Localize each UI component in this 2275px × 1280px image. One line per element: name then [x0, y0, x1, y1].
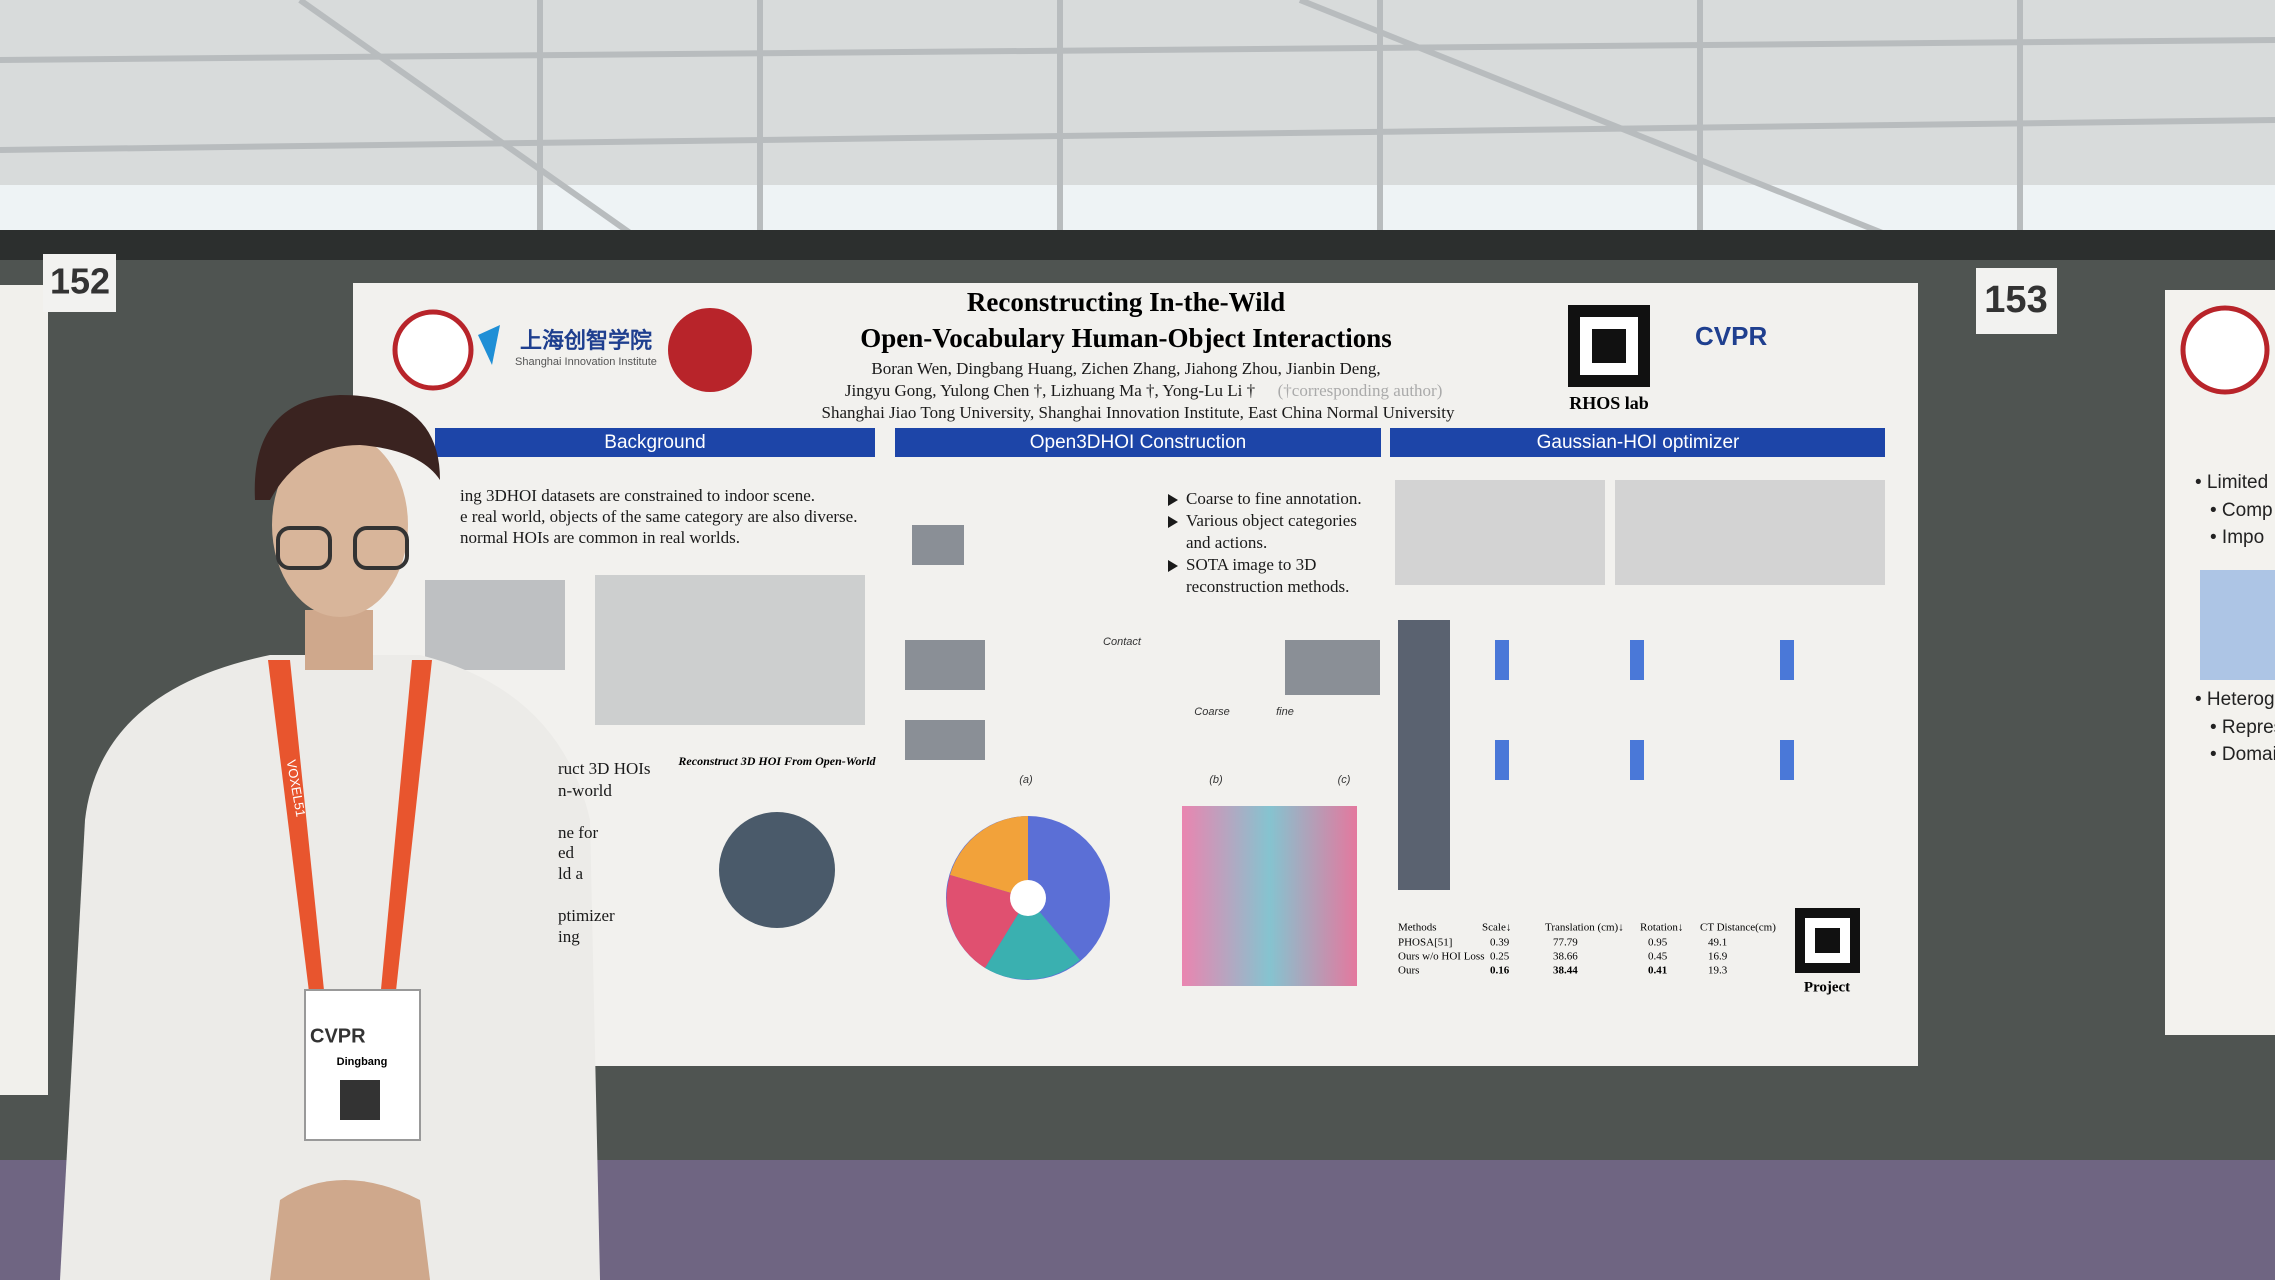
affiliations: Shanghai Jiao Tong University, Shanghai … — [822, 403, 1455, 422]
lab: RHOS lab — [1569, 393, 1649, 413]
figure — [2200, 570, 2275, 680]
text-fragment: ptimizer — [558, 906, 615, 925]
section-bar — [895, 428, 1381, 457]
figure-label: (b) — [1209, 774, 1223, 786]
figure-label: Coarse — [1194, 706, 1229, 718]
badge-text: CVPR — [310, 1025, 366, 1047]
conference: CVPR — [1695, 321, 1767, 351]
bullet: normal HOIs are common in real worlds. — [460, 528, 740, 547]
table-header: Rotation↓ — [1640, 922, 1683, 934]
qr-code — [1568, 305, 1650, 387]
beams — [0, 0, 2275, 243]
neighbor-text: • Domai — [2210, 744, 2275, 765]
badge-name: Dingbang — [337, 1056, 388, 1068]
logo-text: 上海创智学院 — [520, 328, 652, 353]
table-cell: 38.44 — [1553, 965, 1578, 977]
table-cell: 38.66 — [1553, 951, 1578, 963]
logo — [478, 325, 500, 365]
table-header: Methods — [1398, 922, 1437, 934]
bullet: and actions. — [1186, 533, 1267, 552]
neighbor-text: • Heterog — [2195, 689, 2275, 710]
title: Open-Vocabulary Human-Object Interaction… — [860, 323, 1392, 353]
text-fragment: ing — [558, 927, 580, 946]
sunburst — [946, 816, 1110, 980]
table-cell: 0.95 — [1648, 937, 1668, 949]
figure-images — [425, 480, 1885, 890]
logo — [2180, 305, 2270, 395]
qr-code — [1795, 908, 1860, 973]
bullet-arrows — [1168, 494, 1178, 572]
section-title: Open3DHOI Construction — [1030, 432, 1247, 453]
bullet: Various object categories — [1186, 511, 1357, 530]
figure-label: Contact — [1103, 636, 1142, 648]
bullet: e real world, objects of the same catego… — [460, 507, 857, 526]
sign — [1976, 268, 2057, 334]
board-frame — [0, 230, 2275, 260]
sankey — [1182, 806, 1357, 986]
table-cell: 16.9 — [1708, 951, 1728, 963]
bullet: reconstruction methods. — [1186, 577, 1349, 596]
section-bar — [435, 428, 875, 457]
person — [60, 395, 600, 1280]
bullet: SOTA image to 3D — [1186, 555, 1316, 574]
bullet: Coarse to fine annotation. — [1186, 489, 1362, 508]
globe-figure — [719, 812, 835, 928]
left-poster — [0, 285, 48, 1095]
table-cell: Ours — [1398, 965, 1419, 977]
neighbor-text: • Repres — [2210, 717, 2275, 738]
table-cell: 0.45 — [1648, 951, 1668, 963]
table-cell: 19.3 — [1708, 965, 1728, 977]
neighbor-text: • Comp — [2210, 500, 2273, 521]
poster — [353, 283, 1918, 1066]
logo — [392, 309, 474, 391]
table-cell: 0.39 — [1490, 937, 1510, 949]
figure-people — [1495, 640, 1794, 780]
booth-number: 152 — [50, 261, 110, 302]
note: (†corresponding author) — [1278, 381, 1443, 400]
text-fragment: ruct 3D HOIs — [558, 759, 651, 778]
table-cell: 0.41 — [1648, 965, 1667, 977]
table-cell: PHOSA[51] — [1398, 937, 1452, 949]
table-cell: 77.79 — [1553, 937, 1578, 949]
figure-label: (c) — [1338, 774, 1351, 786]
table-cell: 0.16 — [1490, 965, 1510, 977]
table-header: CT Distance(cm) — [1700, 922, 1776, 934]
authors: Jingyu Gong, Yulong Chen †, Lizhuang Ma … — [845, 381, 1255, 400]
logo-text: Shanghai Innovation Institute — [515, 356, 657, 368]
table-cell: 0.25 — [1490, 951, 1510, 963]
text-fragment: ed — [558, 843, 575, 862]
section-title: Gaussian-HOI optimizer — [1537, 432, 1740, 453]
table-header: Translation (cm)↓ — [1545, 922, 1624, 934]
logo — [668, 308, 752, 392]
bullet: ing 3DHOI datasets are constrained to in… — [460, 486, 815, 505]
figure-label: (a) — [1019, 774, 1033, 786]
title: Reconstructing In-the-Wild — [967, 287, 1285, 317]
caption: Reconstruct 3D HOI From Open-World — [677, 754, 876, 768]
neighbor-text: • Impo — [2210, 527, 2264, 548]
booth-number: 153 — [1984, 279, 2047, 321]
table-cell: 49.1 — [1708, 937, 1727, 949]
table-cell: Ours w/o HOI Loss — [1398, 951, 1484, 963]
text-fragment: ld a — [558, 864, 583, 883]
label: Project — [1804, 979, 1850, 995]
authors: Boran Wen, Dingbang Huang, Zichen Zhang,… — [871, 359, 1380, 378]
text-fragment: ne for — [558, 823, 598, 842]
section-title: Background — [604, 432, 705, 453]
table-header: Scale↓ — [1482, 922, 1511, 934]
text-fragment: n-world — [558, 781, 612, 800]
section-bar — [1390, 428, 1885, 457]
neighbor-text: • Limited — [2195, 472, 2268, 493]
sign — [43, 254, 116, 312]
figure-label: fine — [1276, 706, 1294, 718]
